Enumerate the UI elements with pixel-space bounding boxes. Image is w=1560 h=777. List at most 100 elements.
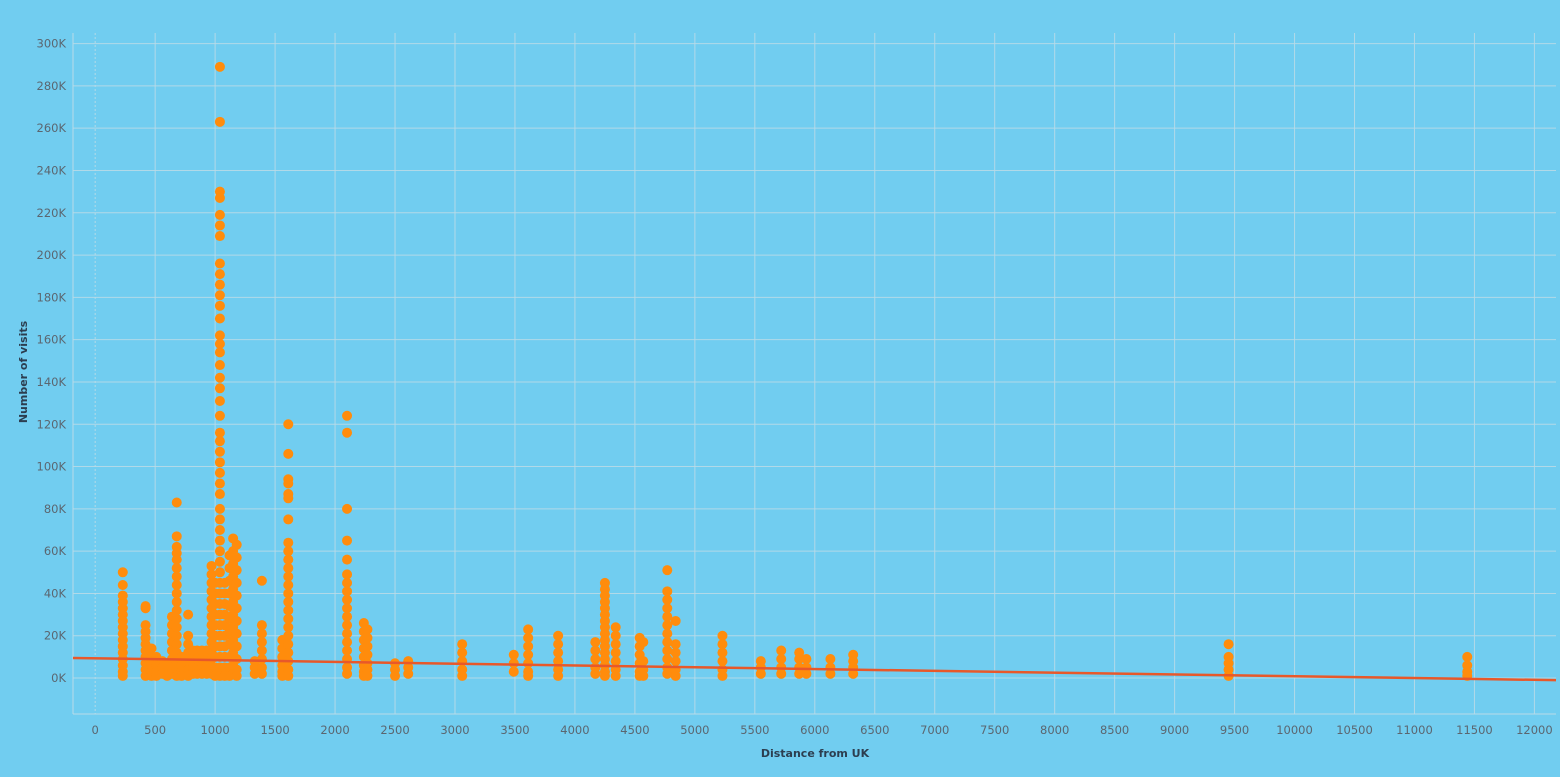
data-point: [403, 668, 414, 679]
data-point: [231, 654, 242, 665]
data-point: [457, 670, 468, 681]
data-point: [362, 624, 373, 635]
x-tick-label: 6000: [800, 723, 829, 737]
data-point: [508, 666, 519, 677]
data-point: [342, 611, 353, 622]
data-point: [342, 410, 353, 421]
data-point: [1462, 651, 1473, 662]
data-point: [342, 554, 353, 565]
data-point: [171, 563, 182, 574]
x-tick-label: 12000: [1516, 723, 1553, 737]
data-point: [256, 575, 267, 586]
data-point: [283, 630, 294, 641]
data-point: [342, 427, 353, 438]
data-point: [214, 61, 225, 72]
data-point: [283, 419, 294, 430]
data-point: [214, 231, 225, 242]
data-point: [214, 410, 225, 421]
data-point: [670, 670, 681, 681]
data-point: [590, 645, 601, 656]
data-point: [249, 668, 260, 679]
data-point: [214, 290, 225, 301]
data-point: [283, 537, 294, 548]
data-point: [231, 590, 242, 601]
data-point: [256, 620, 267, 631]
data-point: [662, 620, 673, 631]
data-point: [171, 571, 182, 582]
x-tick-label: 3500: [500, 723, 529, 737]
data-point: [283, 546, 294, 557]
y-axis-title: Number of visits: [17, 320, 30, 423]
data-point: [670, 615, 681, 626]
data-point: [117, 670, 128, 681]
data-point: [362, 649, 373, 660]
data-point: [214, 546, 225, 557]
x-tick-label: 10500: [1336, 723, 1373, 737]
data-point: [610, 670, 621, 681]
data-point: [457, 647, 468, 658]
data-point: [214, 489, 225, 500]
data-point: [214, 503, 225, 514]
data-point: [553, 630, 564, 641]
data-point: [717, 656, 728, 667]
data-point: [553, 656, 564, 667]
data-point: [662, 586, 673, 597]
y-tick-label: 180K: [37, 290, 67, 304]
data-point: [523, 649, 534, 660]
data-point: [283, 639, 294, 650]
y-tick-label: 280K: [37, 79, 67, 93]
data-point: [362, 632, 373, 643]
data-point: [256, 628, 267, 639]
y-tick-label: 140K: [37, 375, 67, 389]
y-tick-label: 260K: [37, 121, 67, 135]
trend-layer: [72, 656, 1557, 682]
data-point: [283, 622, 294, 633]
data-point: [214, 347, 225, 358]
data-point: [214, 313, 225, 324]
data-point: [214, 279, 225, 290]
data-point: [342, 503, 353, 514]
y-tick-label: 80K: [44, 502, 67, 516]
data-point: [523, 641, 534, 652]
data-point: [342, 628, 353, 639]
data-point: [610, 656, 621, 667]
data-point: [231, 615, 242, 626]
data-point: [171, 630, 182, 641]
data-point: [231, 603, 242, 614]
data-point: [183, 609, 194, 620]
data-point: [362, 670, 373, 681]
y-tick-label: 200K: [37, 248, 67, 262]
data-point: [214, 116, 225, 127]
data-point: [662, 565, 673, 576]
data-point: [214, 209, 225, 220]
x-tick-label: 7000: [920, 723, 949, 737]
y-tick-label: 300K: [37, 37, 67, 51]
data-point: [590, 637, 601, 648]
data-point: [214, 192, 225, 203]
data-point: [283, 579, 294, 590]
data-point: [776, 654, 787, 665]
x-tick-label: 500: [144, 723, 166, 737]
data-point: [231, 628, 242, 639]
data-point: [662, 645, 673, 656]
x-tick-label: 3000: [440, 723, 469, 737]
data-point: [342, 603, 353, 614]
y-tick-label: 60K: [44, 544, 67, 558]
data-point: [794, 668, 805, 679]
data-point: [670, 647, 681, 658]
data-point: [231, 539, 242, 550]
data-point: [283, 514, 294, 525]
data-point: [214, 258, 225, 269]
data-point: [283, 554, 294, 565]
data-point: [848, 668, 859, 679]
data-point: [523, 670, 534, 681]
data-point: [662, 628, 673, 639]
data-point: [214, 372, 225, 383]
data-point: [171, 497, 182, 508]
data-point: [362, 641, 373, 652]
data-point: [214, 300, 225, 311]
data-point: [214, 436, 225, 447]
data-point: [214, 427, 225, 438]
